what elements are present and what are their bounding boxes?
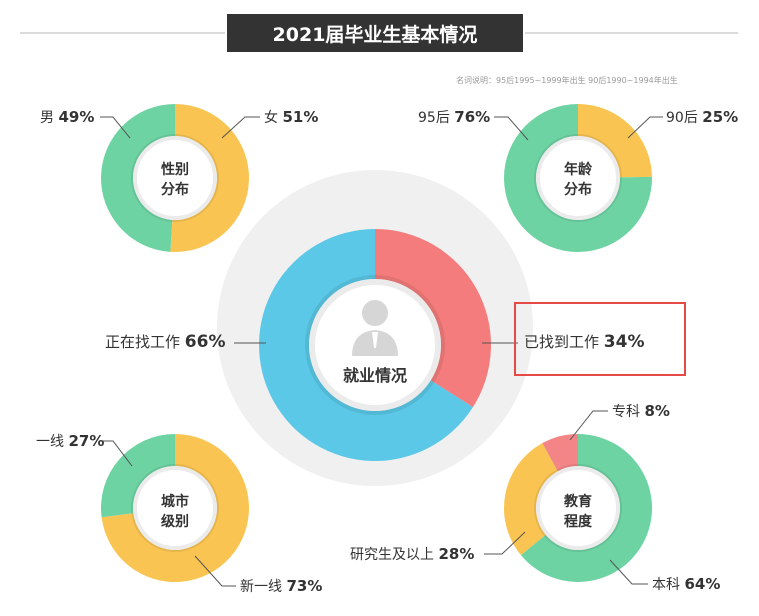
page-title: 2021届毕业生基本情况 (227, 14, 523, 52)
leader-female (221, 116, 260, 139)
city-slice-新一线 (101, 434, 249, 582)
education-donut-hole (536, 466, 620, 550)
gender-center-label: 性别 分布 (148, 160, 202, 200)
gender-center-line2: 分布 (161, 182, 189, 198)
label-female: 女 51% (264, 108, 319, 126)
gender-slice-女 (170, 104, 250, 252)
employment-inner-ring (305, 275, 445, 415)
label-found: 已找到工作 34% (524, 332, 645, 352)
label-tier1: 一线 27% (36, 432, 105, 450)
age-donut-hole (536, 136, 620, 220)
age-inner-ring (534, 134, 622, 222)
age-center-line1: 年龄 (564, 162, 592, 178)
edu-center-line2: 程度 (564, 514, 592, 530)
employment-slice-已找到工作 (375, 229, 491, 408)
city-center-line1: 城市 (161, 494, 189, 510)
leader-newtier1 (194, 555, 236, 587)
city-slice-一线 (100, 434, 175, 518)
education-slice-研究生及以上 (503, 443, 558, 556)
gender-donut-hole (133, 136, 217, 220)
education-slice-本科 (520, 434, 652, 582)
education-slice-专科 (542, 434, 578, 472)
person-icon (352, 300, 398, 356)
label-college: 专科 8% (612, 402, 670, 420)
leader-male (100, 116, 131, 139)
label-bachelor: 本科 64% (652, 575, 721, 593)
gender-center-line1: 性别 (161, 162, 189, 178)
label-95: 95后 76% (418, 108, 491, 126)
edu-center-label: 教育 程度 (551, 492, 605, 532)
city-center-line2: 级别 (161, 514, 189, 530)
edu-center-line1: 教育 (564, 494, 592, 510)
leader-lines (100, 116, 663, 587)
city-donut-hole (133, 466, 217, 550)
leader-95 (494, 116, 529, 141)
found-highlight-box (514, 302, 686, 376)
leader-college (569, 410, 608, 441)
leader-grad (484, 531, 526, 555)
label-grad: 研究生及以上 28% (350, 545, 475, 563)
employment-slice-正在找工作 (258, 229, 473, 461)
label-newtier1: 新一线 73% (240, 577, 323, 595)
gender-inner-ring (131, 134, 219, 222)
gender-slice-男 (101, 104, 175, 252)
employment-center-label: 就业情况 (342, 366, 407, 385)
leader-tier1 (100, 440, 133, 467)
age-slice-95后 (504, 104, 652, 252)
label-male: 男 49% (40, 108, 95, 126)
label-90: 90后 25% (666, 108, 739, 126)
leader-bachelor (609, 559, 648, 585)
education-inner-ring (534, 464, 622, 552)
age-center-line2: 分布 (564, 182, 592, 198)
age-slice-90后 (578, 103, 652, 178)
definition-note: 名词说明：95后1995~1999年出生 90后1990~1994年出生 (456, 76, 678, 85)
city-center-label: 城市 级别 (148, 492, 202, 532)
label-seeking: 正在找工作 66% (105, 332, 226, 352)
city-inner-ring (131, 464, 219, 552)
age-center-label: 年龄 分布 (551, 160, 605, 200)
leader-90 (627, 116, 663, 139)
